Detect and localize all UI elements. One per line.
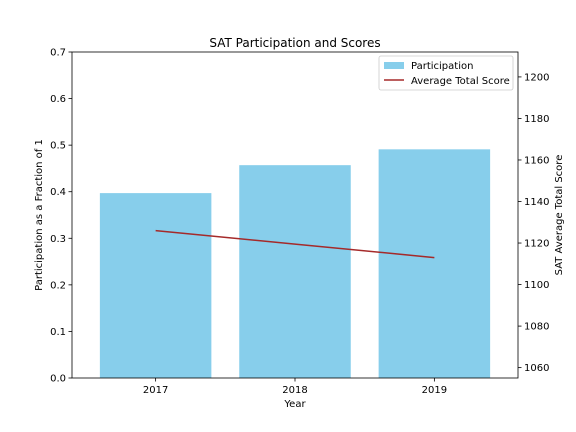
bar-2018 [239, 165, 351, 378]
bar-2019 [378, 149, 491, 378]
x-tick-label: 2018 [282, 385, 307, 396]
y2-axis-label: SAT Average Total Score [554, 155, 565, 276]
y-tick-label: 0.6 [50, 94, 66, 105]
y2-tick-label: 1080 [524, 322, 549, 333]
legend-label-participation: Participation [411, 61, 473, 72]
average-total-score-line [155, 229, 435, 259]
legend-frame [378, 55, 514, 91]
x-axis: 2017 2018 2019 [143, 378, 447, 396]
bar-2017 [99, 193, 212, 378]
y-tick-label: 0.2 [50, 280, 66, 291]
y2-tick-label: 1100 [524, 280, 549, 291]
x-tick-label: 2017 [143, 385, 168, 396]
y-tick-label: 0.1 [50, 327, 66, 338]
y2-tick-label: 1120 [524, 239, 549, 250]
left-axis: 0.0 0.1 0.2 0.3 0.4 0.5 0.6 0.7 [50, 48, 72, 385]
y2-tick-label: 1160 [524, 155, 549, 166]
x-axis-label: Year [283, 399, 306, 410]
legend: Participation Average Total Score [378, 55, 514, 91]
bars-group [99, 149, 491, 378]
y-tick-label: 0.7 [50, 48, 66, 59]
line-group [155, 229, 435, 259]
legend-swatch-participation [384, 62, 404, 69]
y2-tick-label: 1060 [524, 363, 549, 374]
y2-tick-label: 1180 [524, 114, 549, 125]
y-axis-label: Participation as a Fraction of 1 [34, 139, 45, 291]
x-tick-label: 2019 [422, 385, 447, 396]
y2-tick-label: 1140 [524, 197, 549, 208]
y2-tick-label: 1200 [524, 72, 549, 83]
y-tick-label: 0.5 [50, 141, 66, 152]
right-axis: 1060 1080 1100 1120 1140 1160 1180 1200 [518, 72, 549, 374]
y-tick-label: 0.0 [50, 374, 66, 385]
legend-label-average-total-score: Average Total Score [411, 76, 510, 87]
chart-title: SAT Participation and Scores [209, 36, 380, 50]
y-tick-label: 0.4 [50, 187, 66, 198]
y-tick-label: 0.3 [50, 234, 66, 245]
